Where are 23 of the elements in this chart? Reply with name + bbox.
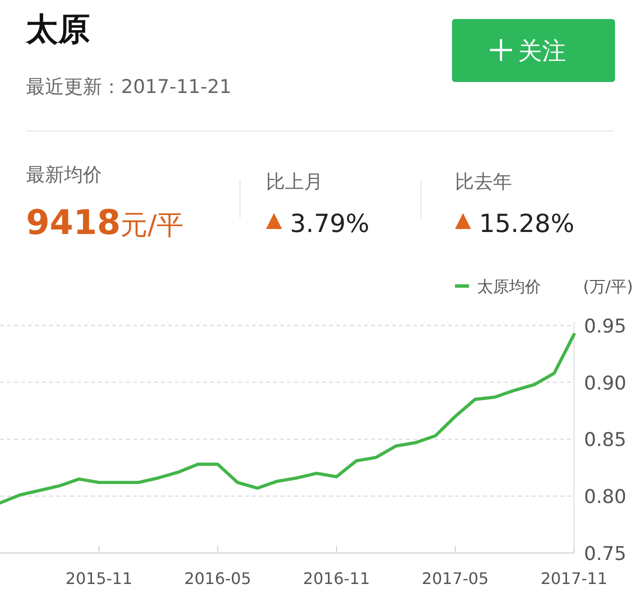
y-tick-label: 0.80 (584, 486, 626, 508)
y-tick-label: 0.95 (584, 315, 626, 338)
legend-label: 太原均价 (477, 277, 541, 296)
chart-title: 太原 (25, 10, 90, 48)
x-tick-label: 2016-05 (184, 569, 252, 588)
y-axis-title: (万/平) (583, 277, 633, 296)
y-tick-label: 0.90 (584, 372, 626, 394)
line-series (0, 332, 576, 505)
chart-subtitle: 最近更新：2017-11-21 (26, 76, 232, 98)
text: 9418元/平 (26, 203, 184, 243)
text: 最新均价 (26, 164, 102, 186)
x-tick-label: 2015-11 (66, 569, 132, 588)
x-tick-label: 2016-11 (303, 569, 370, 588)
text: 15.28% (479, 209, 574, 238)
text: 比去年 (455, 171, 512, 193)
legend: 太原均价 (455, 277, 541, 296)
x-tick-label: 2017-11 (540, 569, 608, 588)
button: 关注 (452, 19, 615, 82)
text: 3.79% (290, 209, 370, 238)
y-tick-label: 0.75 (584, 543, 626, 565)
y-tick-label: 0.85 (584, 429, 626, 452)
text: 比上月 (266, 171, 323, 193)
x-tick-label: 2017-05 (422, 569, 489, 588)
